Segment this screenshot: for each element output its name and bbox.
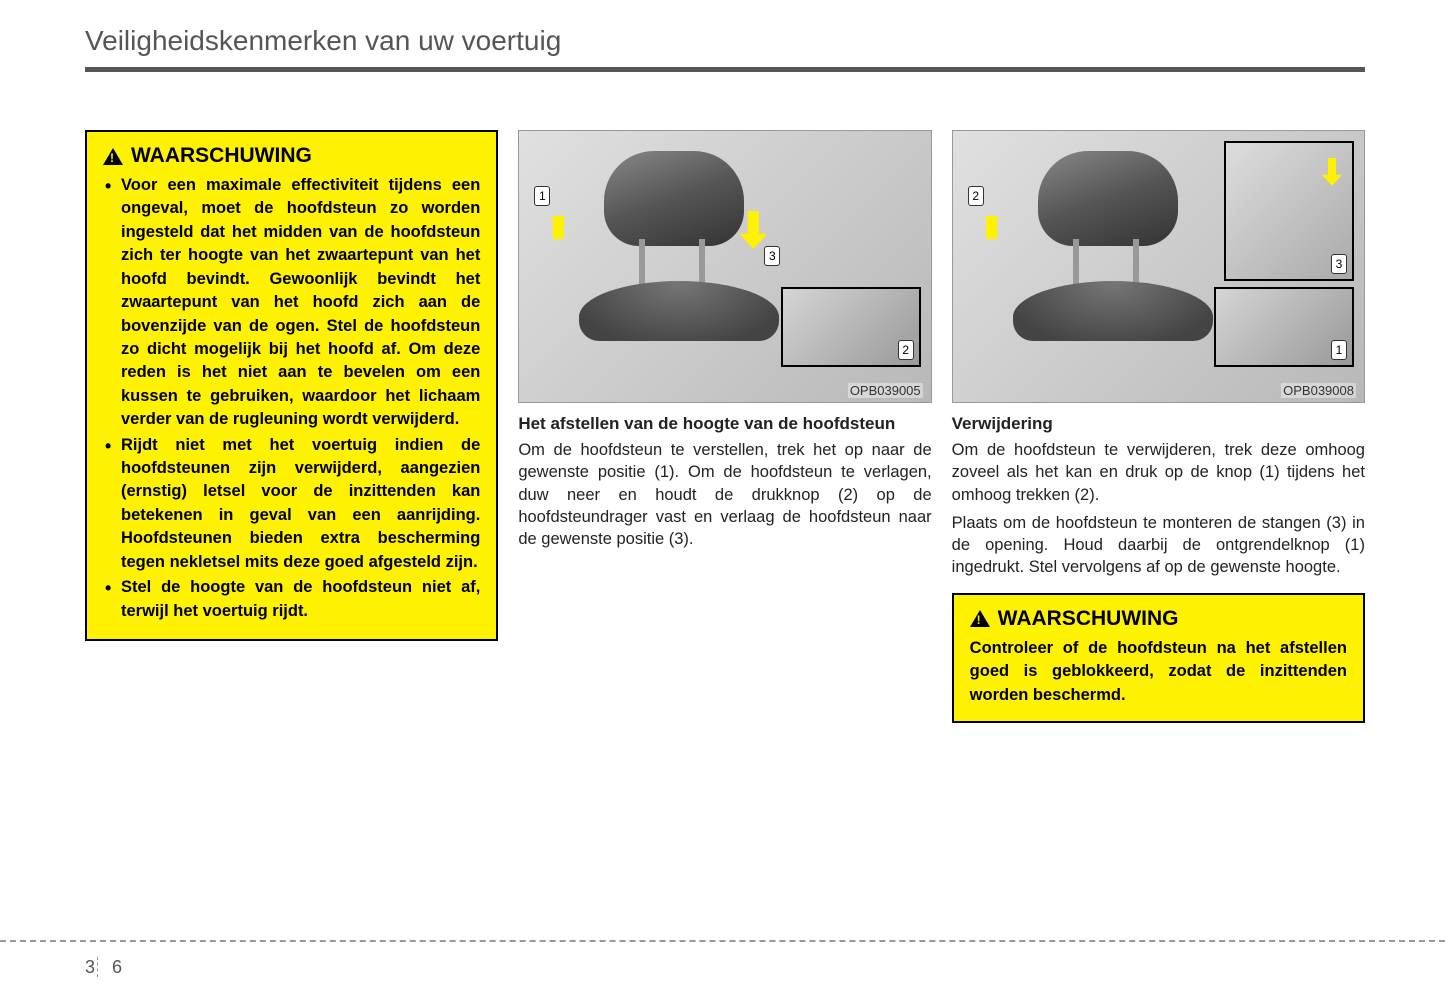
warning-title: WAARSCHUWING bbox=[131, 144, 312, 168]
arrow-up-icon bbox=[544, 201, 572, 239]
callout-number: 3 bbox=[764, 246, 780, 266]
warning-item: Stel de hoogte van de hoofdsteun niet af… bbox=[103, 576, 480, 623]
callout-number: 2 bbox=[968, 186, 984, 206]
figure-inset-top: 3 bbox=[1224, 141, 1354, 281]
section-number: 3 bbox=[85, 957, 95, 977]
warning-triangle-icon bbox=[103, 148, 123, 165]
warning-box-main: WAARSCHUWING Voor een maximale effectivi… bbox=[85, 130, 498, 641]
warning-item: Voor een maximale effectiviteit tijdens … bbox=[103, 174, 480, 432]
section-title: Het afstellen van de hoogte van de hoofd… bbox=[518, 413, 931, 435]
callout-number: 1 bbox=[534, 186, 550, 206]
headrest-shape bbox=[1038, 151, 1178, 246]
warning-box-secondary: WAARSCHUWING Controleer of de hoofdsteun… bbox=[952, 593, 1365, 723]
warning-title: WAARSCHUWING bbox=[998, 607, 1179, 631]
warning-header: WAARSCHUWING bbox=[103, 144, 480, 168]
header-rule bbox=[85, 67, 1365, 72]
figure-inset: 2 bbox=[781, 287, 921, 367]
warning-triangle-icon bbox=[970, 610, 990, 627]
callout-number: 2 bbox=[898, 340, 914, 360]
body-paragraph: Om de hoofdsteun te verstellen, trek het… bbox=[518, 439, 931, 550]
warning-text: Controleer of de hoofdsteun na het afste… bbox=[970, 637, 1347, 707]
page-number: 36 bbox=[85, 957, 1445, 978]
page-sep bbox=[97, 957, 110, 977]
callout-number: 1 bbox=[1331, 340, 1347, 360]
seat-top bbox=[1013, 281, 1213, 341]
arrow-up-icon bbox=[978, 201, 1006, 239]
headrest-shape bbox=[604, 151, 744, 246]
warning-item: Rijdt niet met het voertuig indien de ho… bbox=[103, 434, 480, 575]
column-2: 1 3 2 OPB039005 Het afstellen van de hoo… bbox=[518, 130, 931, 723]
headrest-post bbox=[639, 239, 645, 289]
page-header: Veiligheidskenmerken van uw voertuig bbox=[85, 25, 1365, 72]
warning-header: WAARSCHUWING bbox=[970, 607, 1347, 631]
seat-top bbox=[579, 281, 779, 341]
figure-inset-bottom: 1 bbox=[1214, 287, 1354, 367]
footer-divider bbox=[0, 940, 1445, 942]
content-area: WAARSCHUWING Voor een maximale effectivi… bbox=[85, 130, 1365, 723]
page-footer: 36 bbox=[0, 940, 1445, 978]
page-digit: 6 bbox=[112, 957, 122, 977]
column-3: 2 3 1 OPB039008 Verwijdering Om de hoofd… bbox=[952, 130, 1365, 723]
figure-code: OPB039005 bbox=[848, 383, 923, 398]
callout-number: 3 bbox=[1331, 254, 1347, 274]
figure-code: OPB039008 bbox=[1281, 383, 1356, 398]
arrow-down-icon bbox=[1322, 158, 1342, 186]
page-title: Veiligheidskenmerken van uw voertuig bbox=[85, 25, 1365, 63]
warning-list: Voor een maximale effectiviteit tijdens … bbox=[103, 174, 480, 623]
body-paragraph: Om de hoofdsteun te verwijderen, trek de… bbox=[952, 439, 1365, 506]
column-1: WAARSCHUWING Voor een maximale effectivi… bbox=[85, 130, 498, 723]
headrest-post bbox=[1073, 239, 1079, 289]
section-title: Verwijdering bbox=[952, 413, 1365, 435]
headrest-illustration bbox=[1003, 151, 1213, 311]
figure-headrest-adjust: 1 3 2 OPB039005 bbox=[518, 130, 931, 403]
figure-headrest-remove: 2 3 1 OPB039008 bbox=[952, 130, 1365, 403]
body-paragraph: Plaats om de hoofdsteun te monteren de s… bbox=[952, 512, 1365, 579]
